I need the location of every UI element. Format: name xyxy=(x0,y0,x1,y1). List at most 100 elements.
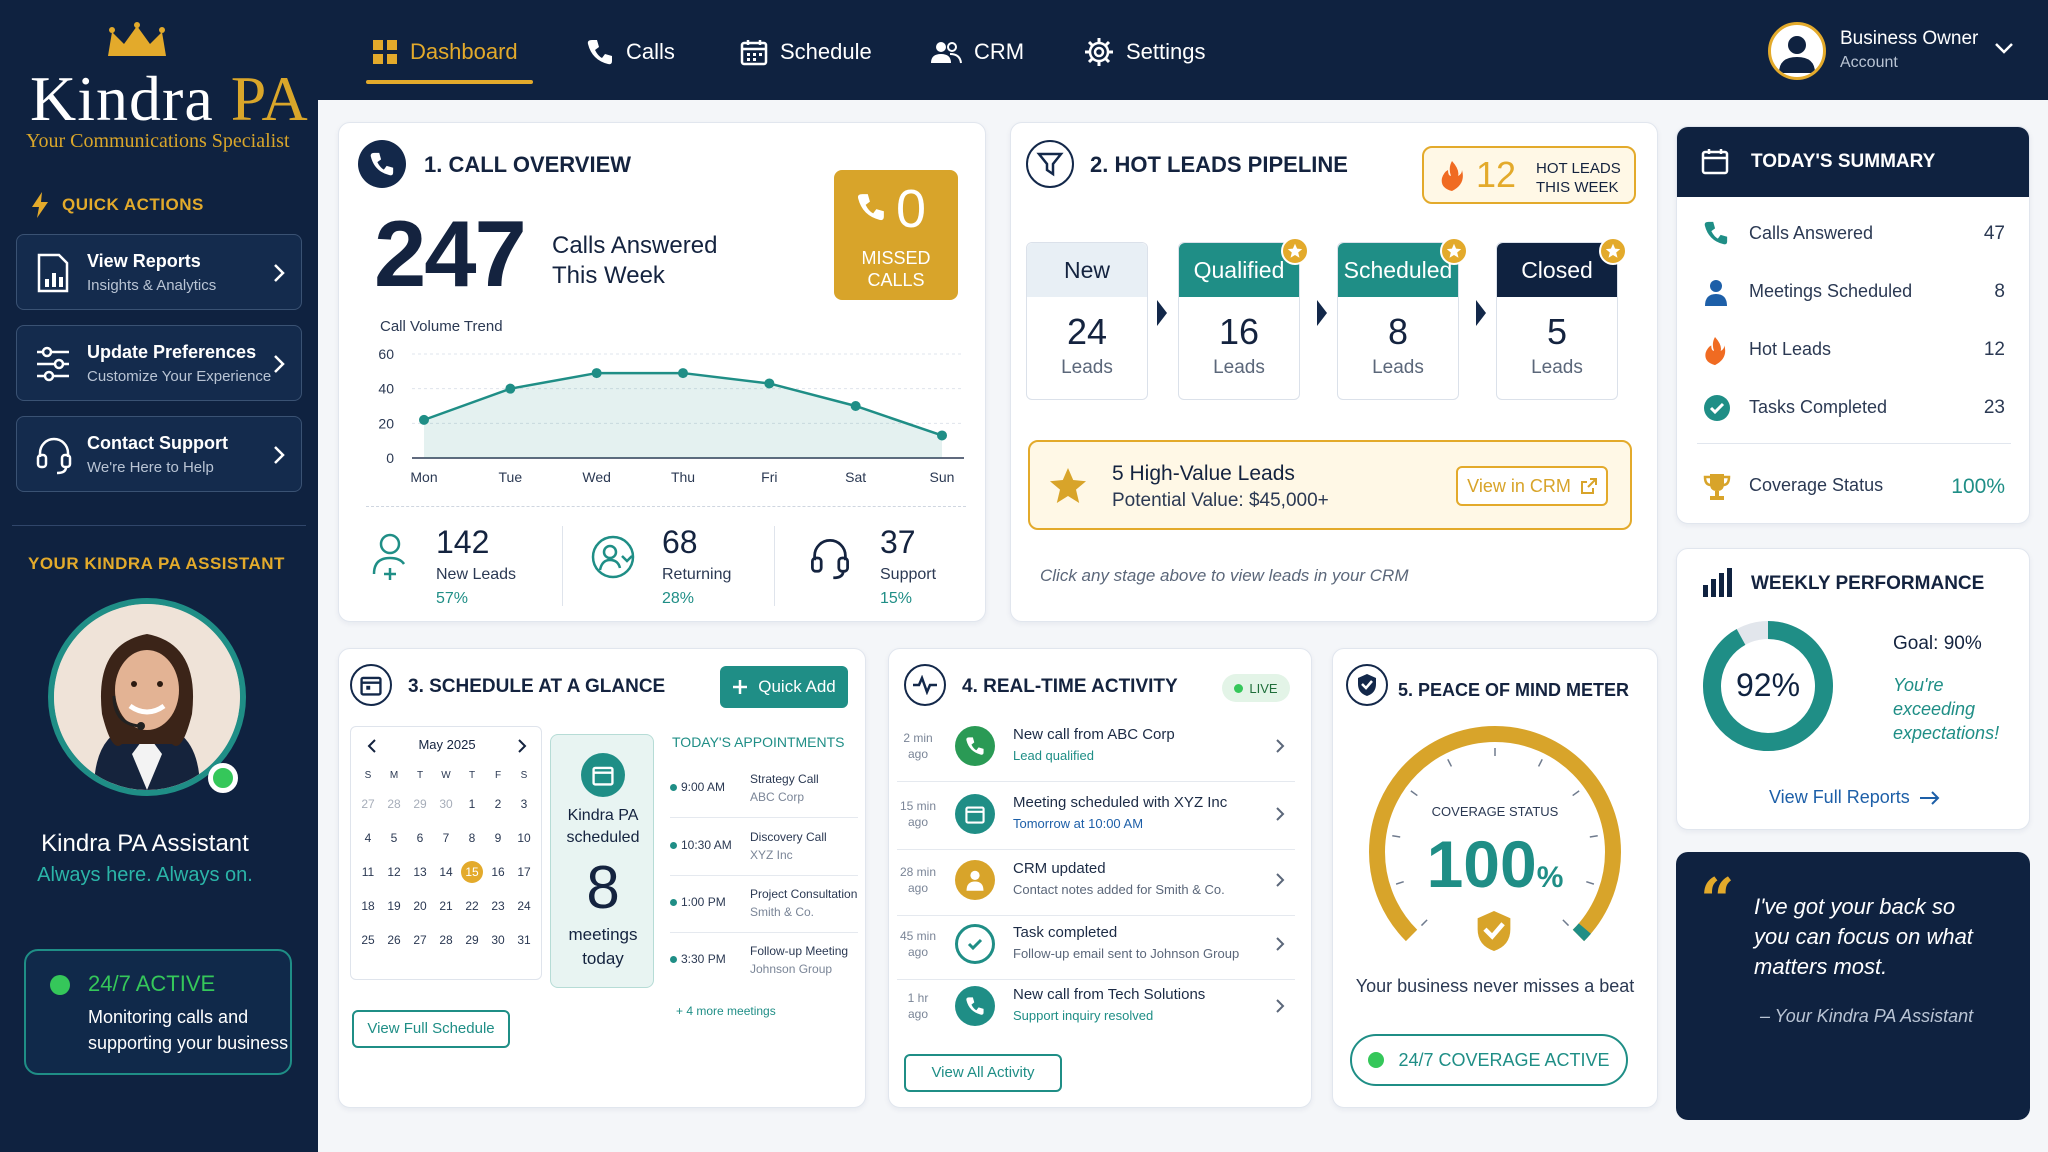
quick-add-button[interactable]: Quick Add xyxy=(720,666,848,708)
chevron-right-icon xyxy=(274,355,285,373)
calendar-day[interactable]: 29 xyxy=(413,797,427,811)
calendar-day[interactable]: 16 xyxy=(491,865,505,879)
arrow-right-icon xyxy=(1476,300,1486,326)
hot-leads-badge[interactable]: 12 HOT LEADS THIS WEEK xyxy=(1422,146,1636,204)
chevron-left-icon[interactable] xyxy=(367,739,377,753)
calendar-day[interactable]: 4 xyxy=(364,831,372,845)
calendar-day[interactable]: 28 xyxy=(387,797,401,811)
weekday-label: M xyxy=(389,769,399,781)
active-dot xyxy=(1368,1052,1385,1068)
calendar-day[interactable]: 2 xyxy=(494,797,502,811)
nav-crm[interactable]: CRM xyxy=(930,36,1024,68)
todays-summary-card: TODAY'S SUMMARY Calls Answered 47 Meetin… xyxy=(1676,126,2030,524)
calendar-icon xyxy=(581,753,625,797)
view-full-reports-link[interactable]: View Full Reports xyxy=(1769,787,1940,808)
calendar-day[interactable]: 12 xyxy=(387,865,401,879)
calendar-day[interactable]: 27 xyxy=(361,797,375,811)
phone-icon xyxy=(955,986,995,1026)
stage-new-name: New xyxy=(1027,243,1147,297)
calendar-day[interactable]: 17 xyxy=(517,865,531,879)
activity-item[interactable]: 45 min ago Task completed Follow-up email… xyxy=(897,914,1295,980)
nav-active-underline xyxy=(366,80,533,84)
more-meetings-link[interactable]: + 4 more meetings xyxy=(676,1004,776,1018)
meetings-count: 8 xyxy=(586,854,620,921)
chevron-down-icon[interactable] xyxy=(1994,42,2014,56)
calendar-day[interactable]: 15 xyxy=(459,855,485,889)
selected-day[interactable]: 15 xyxy=(461,861,483,883)
chart-point-sun xyxy=(937,430,947,441)
calendar-day[interactable]: 23 xyxy=(491,899,505,913)
calendar-day[interactable]: 3 xyxy=(520,797,528,811)
stage-closed[interactable]: Closed 5 Leads xyxy=(1496,237,1627,400)
activity-item[interactable]: 15 min ago Meeting scheduled with XYZ Inc… xyxy=(897,784,1295,850)
view-reports-button[interactable]: View Reports Insights & Analytics xyxy=(16,234,302,310)
quote-line-3: matters most. xyxy=(1754,954,1888,979)
calendar-day[interactable]: 14 xyxy=(439,865,453,879)
calendar-day[interactable]: 28 xyxy=(439,933,453,947)
assistant-avatar xyxy=(48,598,246,796)
summary-hot-leads-label: Hot Leads xyxy=(1749,339,1832,359)
calendar-day[interactable]: 7 xyxy=(442,831,450,845)
view-reports-subtitle: Insights & Analytics xyxy=(87,277,217,294)
plus-icon xyxy=(733,680,748,694)
update-preferences-button[interactable]: Update Preferences Customize Your Experi… xyxy=(16,325,302,401)
appointment-item[interactable]: 1:00 PM Project Consultation Smith & Co. xyxy=(670,877,858,933)
calendar-day[interactable]: 27 xyxy=(413,933,427,947)
calendar-day[interactable]: 20 xyxy=(413,899,427,913)
stage-scheduled[interactable]: Scheduled 8 Leads xyxy=(1337,237,1468,400)
calendar-day[interactable]: 5 xyxy=(390,831,398,845)
calendar-day[interactable]: 24 xyxy=(517,899,531,913)
weekly-progress-ring xyxy=(1703,621,1833,751)
user-name[interactable]: Business Owner xyxy=(1840,28,1979,49)
user-icon xyxy=(955,860,995,900)
calendar-day[interactable]: 18 xyxy=(361,899,375,913)
calls-answered-value: 247 xyxy=(374,201,527,306)
calendar-day[interactable]: 25 xyxy=(361,933,375,947)
calendar-day[interactable]: 21 xyxy=(439,899,453,913)
calendar-day[interactable]: 6 xyxy=(416,831,424,845)
calendar-day[interactable]: 22 xyxy=(465,899,479,913)
chevron-right-icon[interactable] xyxy=(517,739,527,753)
view-all-activity-button[interactable]: View All Activity xyxy=(904,1054,1062,1092)
logo[interactable]: Kindra PA xyxy=(30,63,309,134)
activity-item[interactable]: 28 min ago CRM updated Contact notes adde… xyxy=(897,850,1295,916)
calendar-day[interactable]: 29 xyxy=(465,933,479,947)
nav-dashboard[interactable]: Dashboard xyxy=(372,36,518,68)
missed-calls-box[interactable]: 0 MISSED CALLS xyxy=(834,170,958,300)
chart-point-sat xyxy=(850,401,861,411)
calendar-day[interactable]: 11 xyxy=(361,865,375,879)
gauge-value-wrap: 100% xyxy=(1356,826,1634,902)
weekly-message-3: expectations! xyxy=(1893,723,2000,743)
user-avatar[interactable] xyxy=(1768,22,1826,80)
calendar-day[interactable]: 31 xyxy=(517,933,531,947)
activity-item[interactable]: 1 hr ago New call from Tech Solutions Su… xyxy=(897,976,1295,1042)
x-tick-label: Mon xyxy=(410,469,437,485)
calendar-day[interactable]: 1 xyxy=(468,797,476,811)
nav-schedule[interactable]: Schedule xyxy=(740,36,872,68)
ring-progress xyxy=(1703,621,1833,751)
activity-item[interactable]: 2 min ago New call from ABC Corp Lead qua… xyxy=(897,716,1295,782)
view-in-crm-button[interactable]: View in CRM xyxy=(1456,466,1608,506)
calendar-day[interactable]: 8 xyxy=(468,831,476,845)
calendar-day[interactable]: 30 xyxy=(491,933,505,947)
appointment-item[interactable]: 3:30 PM Follow-up Meeting Johnson Group xyxy=(670,934,858,990)
appointment-item[interactable]: 10:30 AM Discovery Call XYZ Inc xyxy=(670,820,858,876)
appointment-item[interactable]: 9:00 AM Strategy Call ABC Corp xyxy=(670,762,858,818)
calendar-day[interactable]: 30 xyxy=(439,797,453,811)
stage-new[interactable]: New 24 Leads xyxy=(1026,242,1148,400)
stage-closed-unit: Leads xyxy=(1531,357,1583,378)
meetings-label-2: scheduled xyxy=(566,829,640,846)
view-full-schedule-button[interactable]: View Full Schedule xyxy=(352,1010,510,1048)
meetings-label-4: today xyxy=(582,949,624,968)
summary-calls-label: Calls Answered xyxy=(1749,223,1874,243)
calendar-day[interactable]: 19 xyxy=(387,899,401,913)
check-icon xyxy=(955,924,995,964)
calendar-day[interactable]: 9 xyxy=(494,831,502,845)
contact-support-button[interactable]: Contact Support We're Here to Help xyxy=(16,416,302,492)
stage-qualified[interactable]: Qualified 16 Leads xyxy=(1178,237,1309,400)
nav-calls[interactable]: Calls xyxy=(586,36,675,68)
calendar-day[interactable]: 13 xyxy=(413,865,427,879)
calendar-day[interactable]: 26 xyxy=(387,933,401,947)
calendar-day[interactable]: 10 xyxy=(517,831,531,845)
nav-settings[interactable]: Settings xyxy=(1084,36,1206,68)
